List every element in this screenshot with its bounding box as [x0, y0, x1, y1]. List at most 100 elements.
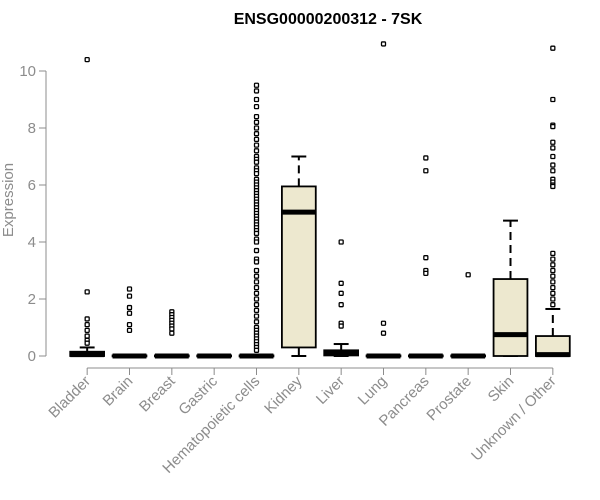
outlier-point — [126, 304, 133, 311]
boxes — [69, 41, 571, 359]
outlier-point — [253, 313, 260, 319]
outlier-point — [253, 296, 260, 302]
outlier-point — [169, 330, 175, 336]
outlier-point — [84, 340, 90, 346]
outlier-point — [253, 96, 260, 103]
outlier-point — [84, 316, 90, 322]
outlier-point — [550, 183, 556, 190]
outlier-point — [338, 280, 344, 286]
outlier-point — [126, 293, 133, 299]
outlier-point — [253, 307, 260, 314]
box-group — [153, 309, 190, 359]
outlier-point — [253, 347, 260, 353]
outlier-point — [338, 323, 344, 329]
box-group — [111, 286, 148, 359]
outlier-point — [338, 290, 344, 296]
outlier-point — [253, 230, 260, 237]
outlier-point — [550, 153, 556, 160]
outlier-point — [253, 148, 260, 154]
box-group — [196, 353, 233, 359]
outlier-point — [550, 162, 556, 168]
box-group — [323, 239, 360, 357]
x-tick-label: Bladder — [45, 373, 94, 422]
outlier-point — [423, 270, 429, 277]
y-tick-label: 2 — [28, 291, 36, 308]
outlier-point — [253, 88, 260, 94]
box-group — [407, 155, 444, 359]
outlier-point — [253, 273, 260, 279]
box — [492, 278, 529, 357]
outlier-point — [84, 321, 90, 328]
outlier-point — [380, 320, 387, 326]
outlier-point — [253, 125, 260, 131]
outlier-point — [550, 290, 556, 296]
outlier-point — [253, 290, 260, 296]
outlier-point — [126, 286, 133, 292]
outlier-point — [423, 255, 429, 261]
outlier-point — [126, 321, 133, 328]
y-tick-label: 6 — [28, 177, 36, 194]
box-group — [238, 82, 275, 359]
x-tick-label: Kidney — [261, 372, 306, 417]
outlier-point — [253, 284, 260, 291]
outlier-point — [380, 330, 387, 336]
outlier-point — [253, 103, 260, 110]
chart-title: ENSG00000200312 - 7SK — [234, 11, 423, 28]
outlier-point — [84, 327, 90, 334]
y-axis-label: Expression — [0, 163, 17, 237]
y-tick-label: 4 — [28, 234, 36, 251]
outlier-point — [253, 131, 260, 137]
y-tick-label: 8 — [28, 120, 36, 137]
x-tick-label: Skin — [485, 373, 518, 406]
outlier-point — [550, 123, 556, 130]
outlier-point — [550, 96, 556, 103]
box-group — [280, 155, 317, 357]
box-group — [492, 219, 529, 357]
outlier-point — [423, 155, 429, 161]
outlier-point — [550, 262, 556, 268]
outlier-point — [550, 139, 556, 145]
outlier-point — [126, 310, 133, 316]
outlier-point — [338, 239, 344, 245]
outlier-point — [550, 168, 556, 174]
outlier-point — [253, 82, 260, 88]
x-tick-label: Brain — [100, 373, 137, 410]
outlier-point — [253, 319, 260, 325]
outlier-point — [84, 56, 90, 63]
x-tick-label: Breast — [136, 372, 179, 415]
outlier-point — [84, 289, 90, 295]
box-group — [450, 272, 487, 359]
outlier-point — [550, 256, 556, 262]
outlier-point — [423, 168, 429, 174]
outlier-point — [550, 279, 556, 285]
outlier-point — [253, 142, 260, 148]
outlier-point — [550, 296, 556, 302]
outlier-point — [253, 302, 260, 308]
box-group — [365, 41, 402, 359]
x-tick-label: Prostate — [423, 373, 475, 425]
outlier-point — [550, 250, 556, 257]
outlier-point — [550, 284, 556, 291]
x-tick-label: Liver — [313, 373, 348, 408]
outlier-point — [253, 159, 260, 165]
outlier-point — [253, 136, 260, 143]
outlier-point — [550, 45, 556, 51]
outlier-point — [253, 247, 260, 254]
outlier-point — [253, 279, 260, 285]
outlier-point — [126, 327, 133, 334]
outlier-point — [253, 113, 260, 120]
outlier-point — [465, 272, 471, 278]
outlier-point — [380, 41, 387, 47]
outlier-point — [253, 119, 260, 125]
outlier-point — [253, 239, 260, 245]
box-group — [69, 56, 105, 358]
x-tick-label: Lung — [355, 373, 391, 409]
y-tick-label: 0 — [28, 348, 36, 365]
outlier-point — [253, 267, 260, 274]
outlier-point — [253, 259, 260, 265]
outlier-point — [550, 302, 556, 308]
outlier-point — [550, 267, 556, 274]
y-axis: 0 2 4 6 8 10 — [19, 63, 47, 365]
